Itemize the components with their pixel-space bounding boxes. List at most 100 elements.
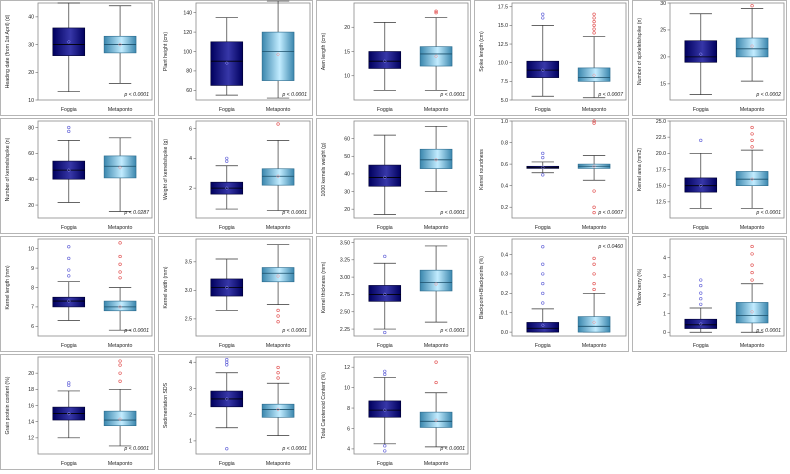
mean-marker [698, 321, 703, 326]
chart-svg: Blackpoint+Blackpoints (%) 0.0 0.1 0.2 0.3 0.… [474, 236, 629, 352]
y-tick-label: 17.5 [498, 5, 508, 11]
mean-marker [276, 274, 281, 279]
y-tick-label: 15.0 [656, 183, 666, 189]
y-tick-label: 25.0 [656, 119, 666, 125]
mean-marker [382, 292, 387, 297]
y-tick-label: 1 [189, 439, 192, 445]
p-value-label: p < 0.0001 [123, 328, 149, 334]
y-tick-label: 20 [28, 70, 34, 76]
box-metaponto [735, 171, 769, 186]
y-axis-label: Kernel width (mm) [163, 266, 169, 308]
outlier-point [592, 12, 596, 16]
y-tick-label: 10 [344, 385, 350, 391]
chart-svg: Kernel thickness (mm) 2.25 2.50 2.75 3.00 3.2… [316, 236, 471, 352]
y-tick-label: 9 [31, 266, 34, 272]
y-tick-label: 3 [663, 274, 666, 280]
x-category-label: Metaponto [424, 107, 449, 113]
y-tick-label: 1 [663, 311, 666, 317]
mean-marker [592, 73, 597, 78]
mean-marker [382, 408, 387, 413]
box-foggia [368, 400, 402, 418]
outlier-point [541, 16, 545, 20]
p-value-label: p < 0.0001 [439, 328, 465, 334]
y-tick-label: 20 [28, 203, 34, 209]
x-category-label: Metaponto [108, 461, 133, 467]
outlier-point [276, 314, 280, 318]
y-tick-label: 0.4 [501, 183, 508, 189]
outlier-point [276, 376, 280, 380]
chart-panel: Number of kernels/spike (n) 20 40 60 80 Foggi… [0, 118, 155, 234]
outlier-point [592, 16, 596, 20]
y-tick-label: 22.5 [656, 135, 666, 141]
y-tick-label: 12.5 [498, 42, 508, 48]
box-foggia [684, 40, 718, 63]
chart-svg: Plant height (cm) 60 80 100 120 140 Foggia Meta… [158, 0, 313, 116]
mean-marker [540, 323, 545, 328]
outlier-point [118, 359, 122, 363]
box-metaponto [419, 148, 453, 169]
outlier-point [592, 31, 596, 35]
p-value-label: p < 0.0001 [281, 210, 307, 216]
mean-marker [224, 186, 229, 191]
outlier-point [276, 365, 280, 370]
y-tick-label: 2.5 [185, 317, 192, 323]
outlier-point [541, 156, 545, 160]
mean-marker [224, 396, 229, 401]
outlier-point [592, 121, 596, 125]
mean-marker [592, 320, 597, 325]
outlier-point [383, 330, 387, 335]
box-foggia [52, 27, 86, 56]
mean-marker [434, 418, 439, 423]
chart-panel: Sedimentation SDS 1 2 3 4 Foggia Metaponto p < … [158, 354, 313, 470]
y-axis-label: Sedimentation SDS [163, 382, 169, 428]
x-category-label: Metaponto [582, 343, 607, 349]
mean-marker [118, 42, 123, 47]
y-tick-label: 0.2 [501, 291, 508, 297]
y-tick-label: 30 [28, 42, 34, 48]
y-tick-label: 3 [189, 386, 192, 392]
chart-panel: Heading date (from 1st April) (d) 10 20 30 4… [0, 0, 155, 116]
y-axis-label: Kernel area (mm2) [637, 148, 643, 192]
chart-svg: Yellow berry (%) 0 1 2 3 4 Foggia Metaponto p < … [632, 236, 787, 352]
y-tick-label: 4 [189, 360, 192, 366]
mean-marker [434, 157, 439, 162]
y-axis-label: Awn length (cm) [321, 33, 327, 71]
y-axis-label: Spike length (cm) [479, 31, 485, 72]
y-axis-label: Grain protein content (%) [5, 376, 11, 434]
chart-svg: Grain protein content (%) 12 14 16 18 20 Foggi… [0, 354, 155, 470]
outlier-point [750, 252, 754, 256]
y-tick-label: 3.5 [185, 260, 192, 266]
outlier-point [383, 449, 387, 453]
chart-panel: Grain protein content (%) 12 14 16 18 20 Foggi… [0, 354, 155, 470]
y-tick-label: 30 [344, 189, 350, 195]
outlier-point [67, 268, 71, 272]
mean-marker [224, 61, 229, 66]
y-tick-label: 20.0 [656, 151, 666, 157]
y-axis-label: Total Carotenoid Content (%) [321, 372, 327, 439]
y-tick-label: 12.5 [656, 200, 666, 206]
chart-panel: Blackpoint+Blackpoints (%) 0.0 0.1 0.2 0.3 0.… [474, 236, 629, 352]
outlier-point [67, 256, 71, 261]
outlier-point [541, 245, 545, 249]
mean-marker [66, 39, 71, 44]
y-tick-label: 4 [663, 255, 666, 261]
plot-area [511, 120, 627, 219]
y-axis-label: Yellow berry (%) [637, 268, 643, 306]
y-tick-label: 120 [183, 30, 192, 36]
y-tick-label: 0 [663, 330, 666, 336]
outlier-point [383, 254, 387, 258]
y-tick-label: 100 [183, 49, 192, 55]
p-value-label: p < 0.0001 [439, 210, 465, 216]
box-metaponto [419, 411, 453, 428]
x-category-label: Metaponto [582, 225, 607, 231]
y-axis-label: Blackpoint+Blackpoints (%) [479, 256, 485, 319]
outlier-point [541, 301, 545, 305]
y-tick-label: 18 [28, 387, 34, 393]
mean-marker [118, 417, 123, 422]
chart-svg: Heading date (from 1st April) (d) 10 20 30 4… [0, 0, 155, 116]
box-metaponto [735, 302, 769, 324]
outlier-point [434, 360, 438, 364]
outlier-point [699, 284, 703, 288]
y-tick-label: 8 [347, 406, 350, 412]
